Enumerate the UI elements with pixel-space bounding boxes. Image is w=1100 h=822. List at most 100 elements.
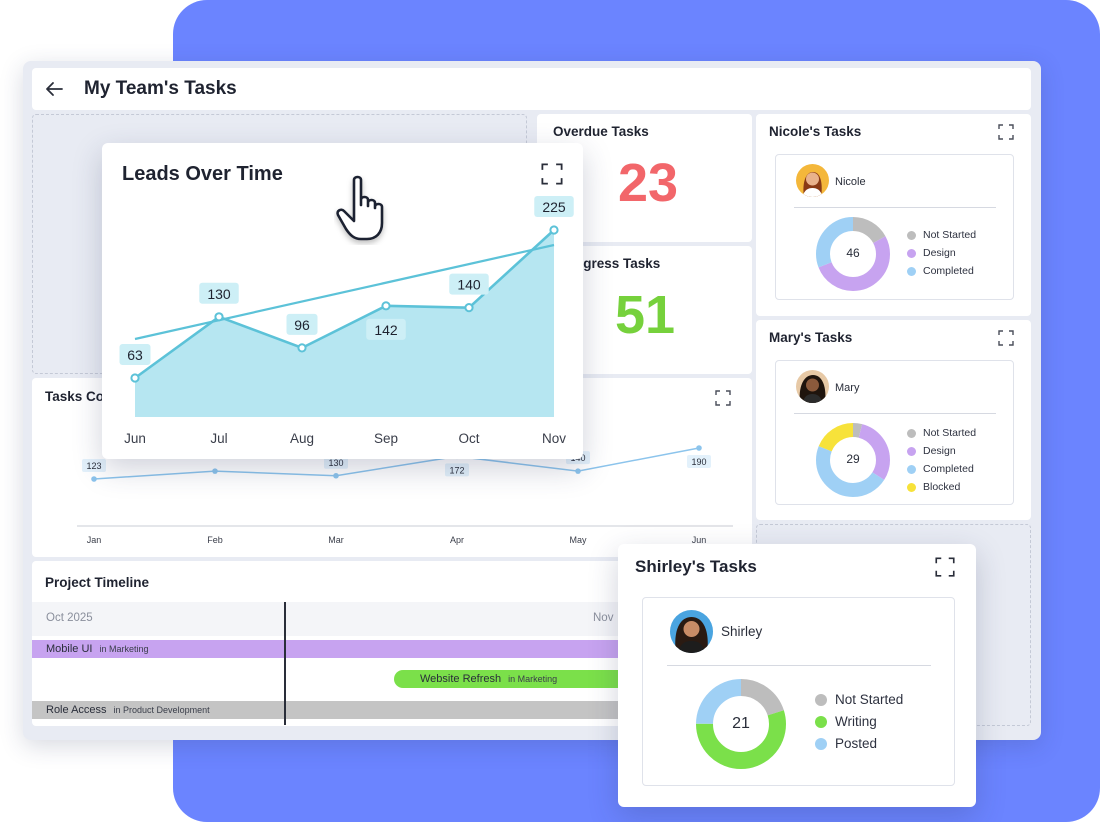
legend-label: Posted [835,736,878,751]
nicole-tasks-title: Nicole's Tasks [769,124,862,139]
legend-label: Writing [835,714,877,729]
legend-label: Not Started [923,229,977,241]
expand-icon[interactable] [541,163,563,185]
leads-over-time-chart: 63 Jun 130 Jul 96 Aug 142 Sep 140 Oct 225 Nov [119,196,574,446]
legend-label: Design [923,247,956,259]
data-point [212,468,218,474]
x-tick-label: Jun [692,535,707,545]
legend-label: Completed [923,265,974,277]
data-label-bg [445,463,469,477]
x-tick-label: Mar [328,535,344,545]
data-label: 140 [457,277,481,293]
timeline-today-marker [284,602,286,725]
legend-item: Completed [907,463,976,475]
legend-item: Not Started [907,427,976,439]
donut-segment [696,679,786,769]
legend-dot [815,693,827,706]
legend-item: Not Started [907,229,976,241]
data-label: 190 [691,457,706,467]
mary-tasks-title: Mary's Tasks [769,330,853,345]
legend-dot [907,266,916,276]
data-point [297,343,307,353]
mary-summary-box: Mary 29 Not Started Design Completed Blo… [775,360,1014,505]
shirley-tasks-card: Shirley's Tasks Shirley 21 Not Started W… [618,544,976,807]
x-tick-label: Feb [207,535,223,545]
legend-dot [907,482,916,492]
data-label-bg [324,455,348,469]
legend-label: Not Started [923,427,977,439]
page-title: My Team's Tasks [84,78,237,99]
legend-dot [815,737,827,750]
data-point [575,468,581,474]
timeline-bar-label: Website Refresh [420,673,502,685]
data-label-bg [82,459,106,472]
x-tick-label: Sep [374,431,398,446]
nicole-total: 46 [846,246,860,260]
legend-label: Not Started [835,692,904,707]
donut-segment [816,217,890,291]
data-point [549,225,559,235]
shirley-summary-box: Shirley 21 Not Started Writing Posted [642,597,955,786]
tasks-completed-chart: 123JanFeb130Mar172Apr140May190Jun [77,445,733,545]
data-point [464,303,474,313]
expand-icon[interactable] [998,124,1014,140]
data-label-bg [687,455,711,468]
x-tick-label: Jan [87,535,102,545]
timeline-bar-role-access[interactable]: Role Access in Product Development [32,701,622,719]
shirley-donut-chart [696,679,786,769]
data-label-bg [449,273,489,295]
data-point [91,476,97,482]
expand-icon[interactable] [998,330,1014,346]
legend-item: Design [907,445,976,457]
timeline-bar-sub: in Marketing [99,644,149,654]
x-tick-label: Jul [210,431,227,446]
data-label-bg [199,282,239,304]
data-point [130,373,140,383]
mary-avatar [796,370,829,403]
data-label-bg [366,318,406,340]
shirley-legend: Not Started Writing Posted [815,692,903,758]
nicole-avatar [796,164,829,197]
data-label-bg [534,196,574,217]
timeline-bar-label: Role Access [46,704,107,716]
divider [667,665,931,666]
legend-label: Blocked [923,481,961,493]
divider [794,207,996,208]
nicole-tasks-card: Nicole's Tasks Nicole 46 Not Started Des… [756,114,1031,316]
overdue-tasks-value: 23 [618,153,679,213]
timeline-bar-website-refresh[interactable]: Website Refresh in Marketing [394,670,622,688]
mary-total: 29 [846,452,860,466]
nicole-summary-box: Nicole 46 Not Started Design Completed [775,154,1014,300]
project-timeline-title: Project Timeline [45,575,150,590]
data-point [381,301,391,311]
nicole-name: Nicole [835,176,866,188]
shirley-avatar [670,610,713,653]
back-arrow-icon[interactable] [42,77,66,101]
data-label: 172 [449,465,464,475]
legend-item: Posted [815,736,903,751]
legend-label: Completed [923,463,974,475]
donut-segment [696,679,786,769]
trend-line [134,243,555,341]
timeline-bar-label: Mobile UI [46,643,93,655]
timeline-bar-sub: in Product Development [113,705,210,715]
timeline-header: Oct 2025 Nov [32,602,622,636]
legend-item: Not Started [815,692,903,707]
timeline-bar-mobile-ui[interactable]: Mobile UI in Marketing [32,640,622,658]
data-label: 142 [374,322,398,338]
mary-tasks-card: Mary's Tasks Mary 29 Not Started Design … [756,320,1031,520]
legend-item: Design [907,247,976,259]
data-label: 130 [328,458,343,468]
legend-dot [907,464,916,474]
legend-item: Completed [907,265,976,277]
legend-dot [907,446,916,456]
x-tick-label: Aug [290,431,314,446]
timeline-bar-sub: in Marketing [508,674,558,684]
expand-icon[interactable] [715,390,731,406]
in-progress-tasks-title: ogress Tasks [575,256,661,271]
series-line [93,447,700,480]
legend-item: Blocked [907,481,976,493]
data-label: 63 [127,347,143,363]
expand-icon[interactable] [935,557,955,577]
mary-name: Mary [835,382,860,394]
